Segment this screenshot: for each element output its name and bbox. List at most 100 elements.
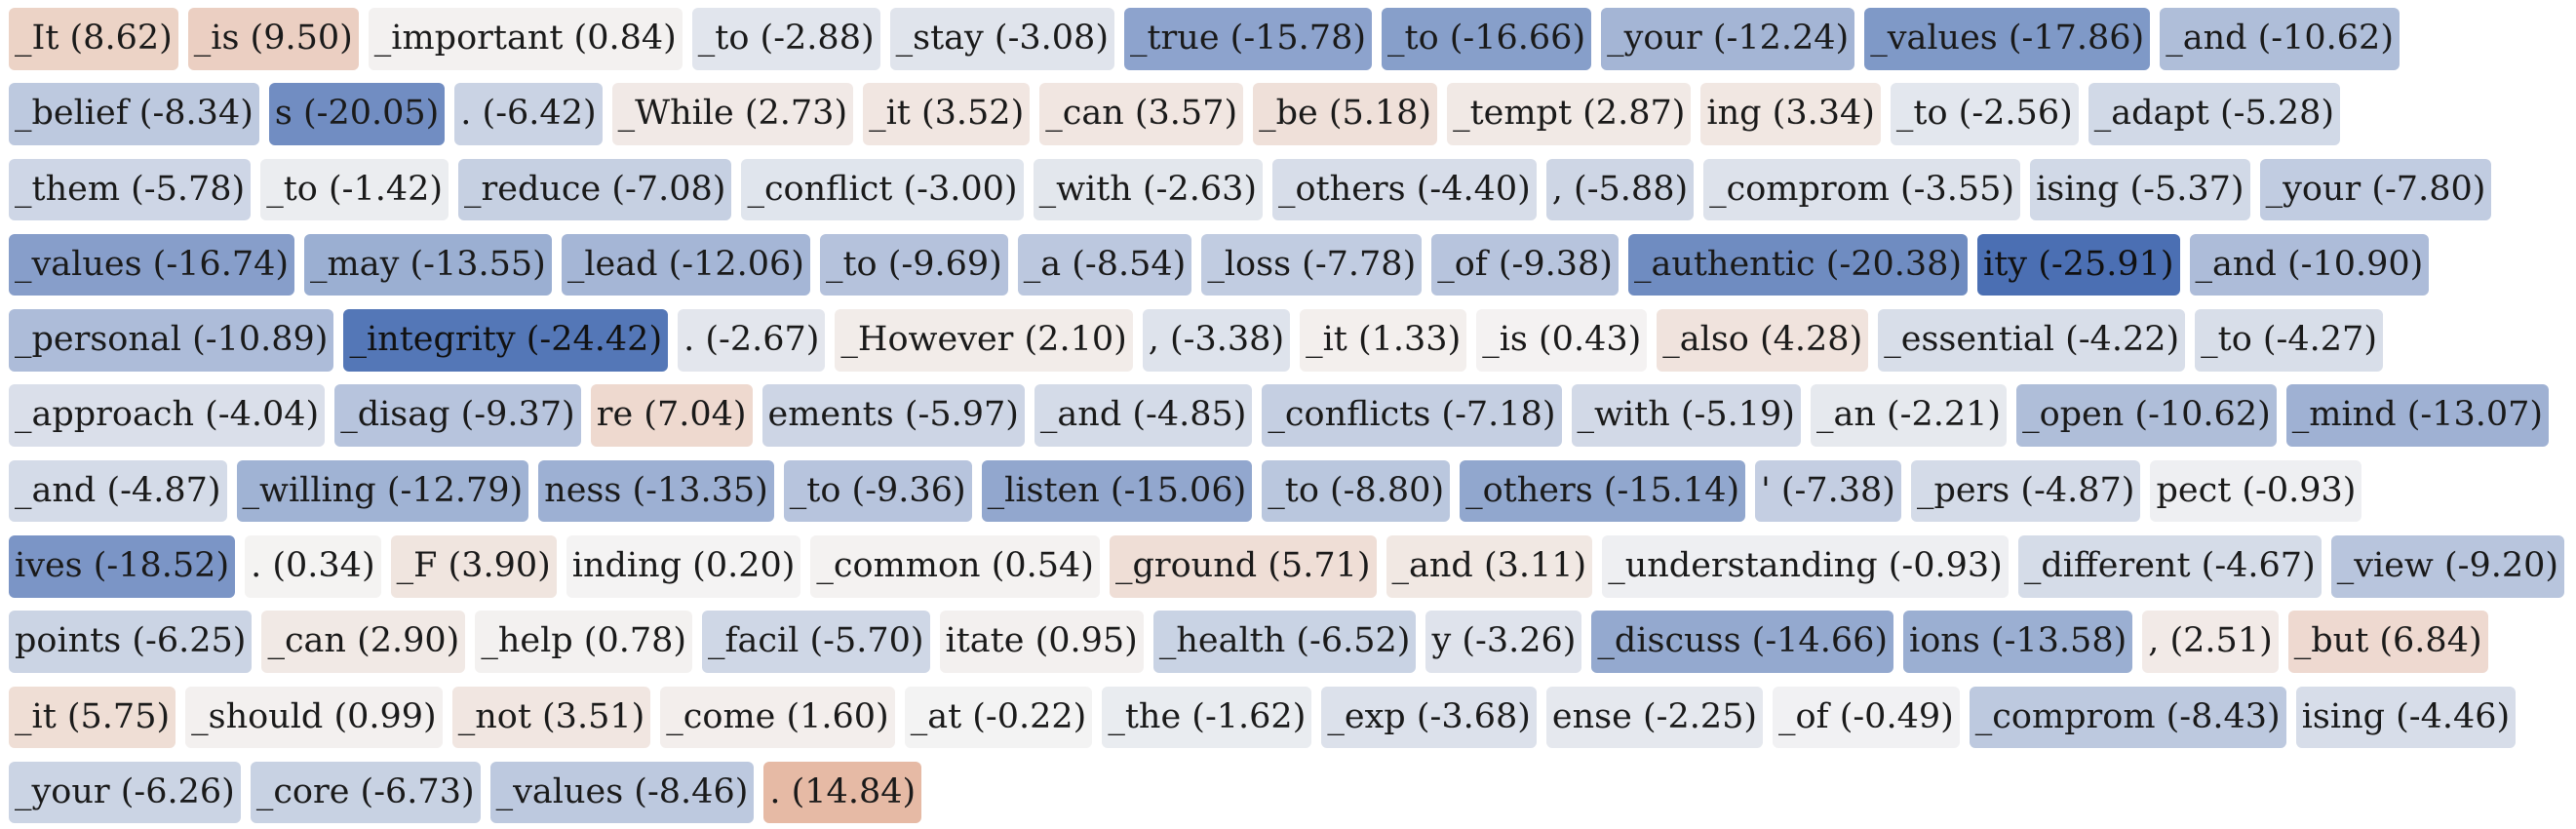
token-chip: _listen (-15.06)	[981, 459, 1253, 523]
token-chip: _true (-15.78)	[1123, 8, 1372, 70]
token-chip: _personal (-10.89)	[9, 309, 334, 372]
token-chip: _However (2.10)	[835, 309, 1133, 372]
token-chip: ing (3.34)	[1700, 83, 1881, 145]
token-chip: _conflicts (-7.18)	[1262, 384, 1562, 447]
token-chip: ives (-18.52)	[9, 535, 236, 598]
token-chip: _values (-17.86)	[1864, 8, 2151, 70]
token-chip: ity (-25.91)	[1977, 233, 2180, 296]
token-chip: _to (-9.36)	[783, 459, 972, 523]
token-chip: _to (-1.42)	[260, 158, 449, 221]
token-chip: _others (-4.40)	[1272, 158, 1537, 221]
token-chip: _approach (-4.04)	[9, 384, 326, 447]
token-chip: _values (-16.74)	[9, 233, 295, 296]
token-chip: _is (9.50)	[187, 8, 359, 70]
token-chip: _comprom (-8.43)	[1969, 686, 2286, 749]
token-chip: _integrity (-24.42)	[343, 309, 669, 372]
token-chip: _it (3.52)	[863, 83, 1031, 145]
token-chip: _reduce (-7.08)	[458, 158, 732, 221]
token-chip: _willing (-12.79)	[236, 459, 529, 523]
token-chip: _common (0.54)	[810, 535, 1100, 598]
token-chip: _facil (-5.70)	[702, 611, 930, 673]
token-chip: _come (1.60)	[660, 686, 895, 749]
token-chip: _at (-0.22)	[904, 686, 1093, 749]
token-chip: _to (-9.69)	[819, 233, 1008, 296]
token-chip: _lead (-12.06)	[561, 233, 810, 296]
token-chip: points (-6.25)	[9, 611, 253, 673]
token-chip: re (7.04)	[590, 384, 753, 447]
token-chip: _mind (-13.07)	[2285, 384, 2550, 447]
token-chip: _and (3.11)	[1386, 535, 1593, 598]
token-chip: _health (-6.52)	[1152, 611, 1417, 673]
token-chip: inding (0.20)	[566, 535, 801, 598]
token-chip: _your (-6.26)	[9, 761, 241, 824]
token-chip: _different (-4.67)	[2017, 535, 2322, 598]
token-chip: _can (2.90)	[261, 611, 466, 673]
token-chip: _your (-7.80)	[2259, 158, 2492, 221]
token-chip: _and (-4.87)	[9, 459, 227, 523]
token-chip: _ground (5.71)	[1109, 535, 1377, 598]
token-chip: _it (1.33)	[1300, 309, 1467, 372]
token-chip: _exp (-3.68)	[1321, 686, 1537, 749]
token-chip: ense (-2.25)	[1545, 686, 1764, 749]
token-chip: _but (6.84)	[2287, 611, 2488, 673]
token-chip: . (0.34)	[245, 535, 381, 598]
token-chip: s (-20.05)	[268, 83, 446, 145]
token-chip: _disag (-9.37)	[334, 384, 581, 447]
token-chip: _authentic (-20.38)	[1627, 233, 1969, 296]
token-chip: ness (-13.35)	[538, 459, 774, 523]
token-chip: ements (-5.97)	[761, 384, 1025, 447]
token-chip: _comprom (-3.55)	[1703, 158, 2021, 221]
token-chip: _of (-0.49)	[1773, 686, 1960, 749]
token-chip: _an (-2.21)	[1810, 384, 2008, 447]
token-chip: _open (-10.62)	[2016, 384, 2277, 447]
token-chip: _a (-8.54)	[1017, 233, 1192, 296]
token-chip: _and (-10.62)	[2160, 8, 2400, 70]
token-chip: _to (-16.66)	[1382, 8, 1592, 70]
token-chip: _and (-10.90)	[2189, 233, 2430, 296]
token-chip: _to (-2.56)	[1890, 83, 2079, 145]
token-chip: _also (4.28)	[1657, 309, 1869, 372]
token-chip: _view (-9.20)	[2330, 535, 2565, 598]
token-chip: . (14.84)	[763, 761, 922, 824]
token-chip: _understanding (-0.93)	[1602, 535, 2009, 598]
token-chip: _is (0.43)	[1476, 309, 1648, 372]
token-chip: . (-2.67)	[678, 309, 826, 372]
token-chip: _F (3.90)	[390, 535, 557, 598]
token-chip: _discuss (-14.66)	[1591, 611, 1894, 673]
token-chip: _It (8.62)	[9, 8, 178, 70]
token-chip: y (-3.26)	[1425, 611, 1582, 673]
token-chip: _be (5.18)	[1253, 83, 1438, 145]
token-chip: _to (-8.80)	[1262, 459, 1451, 523]
token-chip: _your (-12.24)	[1601, 8, 1855, 70]
token-attribution-map: _It (8.62) _is (9.50) _important (0.84) _to…	[9, 8, 2573, 824]
token-chip: ising (-4.46)	[2295, 686, 2517, 749]
token-chip: _others (-15.14)	[1460, 459, 1746, 523]
token-chip: ions (-13.58)	[1903, 611, 2133, 673]
token-chip: _with (-2.63)	[1033, 158, 1264, 221]
token-chip: _important (0.84)	[368, 8, 683, 70]
token-chip: _belief (-8.34)	[9, 83, 259, 145]
token-chip: _with (-5.19)	[1571, 384, 1801, 447]
token-chip: _the (-1.62)	[1102, 686, 1312, 749]
token-chip: _not (3.51)	[451, 686, 651, 749]
token-chip: _to (-2.88)	[691, 8, 880, 70]
token-chip: _may (-13.55)	[304, 233, 552, 296]
token-chip: itate (0.95)	[939, 611, 1144, 673]
token-chip: , (-5.88)	[1545, 158, 1695, 221]
token-chip: _and (-4.85)	[1034, 384, 1253, 447]
token-chip: _pers (-4.87)	[1910, 459, 2141, 523]
token-chip: _them (-5.78)	[9, 158, 252, 221]
token-chip: _loss (-7.78)	[1201, 233, 1423, 296]
token-chip: _it (5.75)	[9, 686, 176, 749]
token-chip: _While (2.73)	[611, 83, 854, 145]
token-chip: _to (-4.27)	[2195, 309, 2383, 372]
token-chip: _values (-8.46)	[489, 761, 755, 824]
token-chip: _adapt (-5.28)	[2088, 83, 2341, 145]
token-chip: _tempt (2.87)	[1447, 83, 1692, 145]
token-chip: _help (0.78)	[475, 611, 693, 673]
token-chip: _stay (-3.08)	[889, 8, 1114, 70]
token-chip: . (-6.42)	[454, 83, 603, 145]
token-chip: _core (-6.73)	[250, 761, 481, 824]
token-chip: _essential (-4.22)	[1878, 309, 2186, 372]
token-chip: pect (-0.93)	[2150, 459, 2362, 523]
